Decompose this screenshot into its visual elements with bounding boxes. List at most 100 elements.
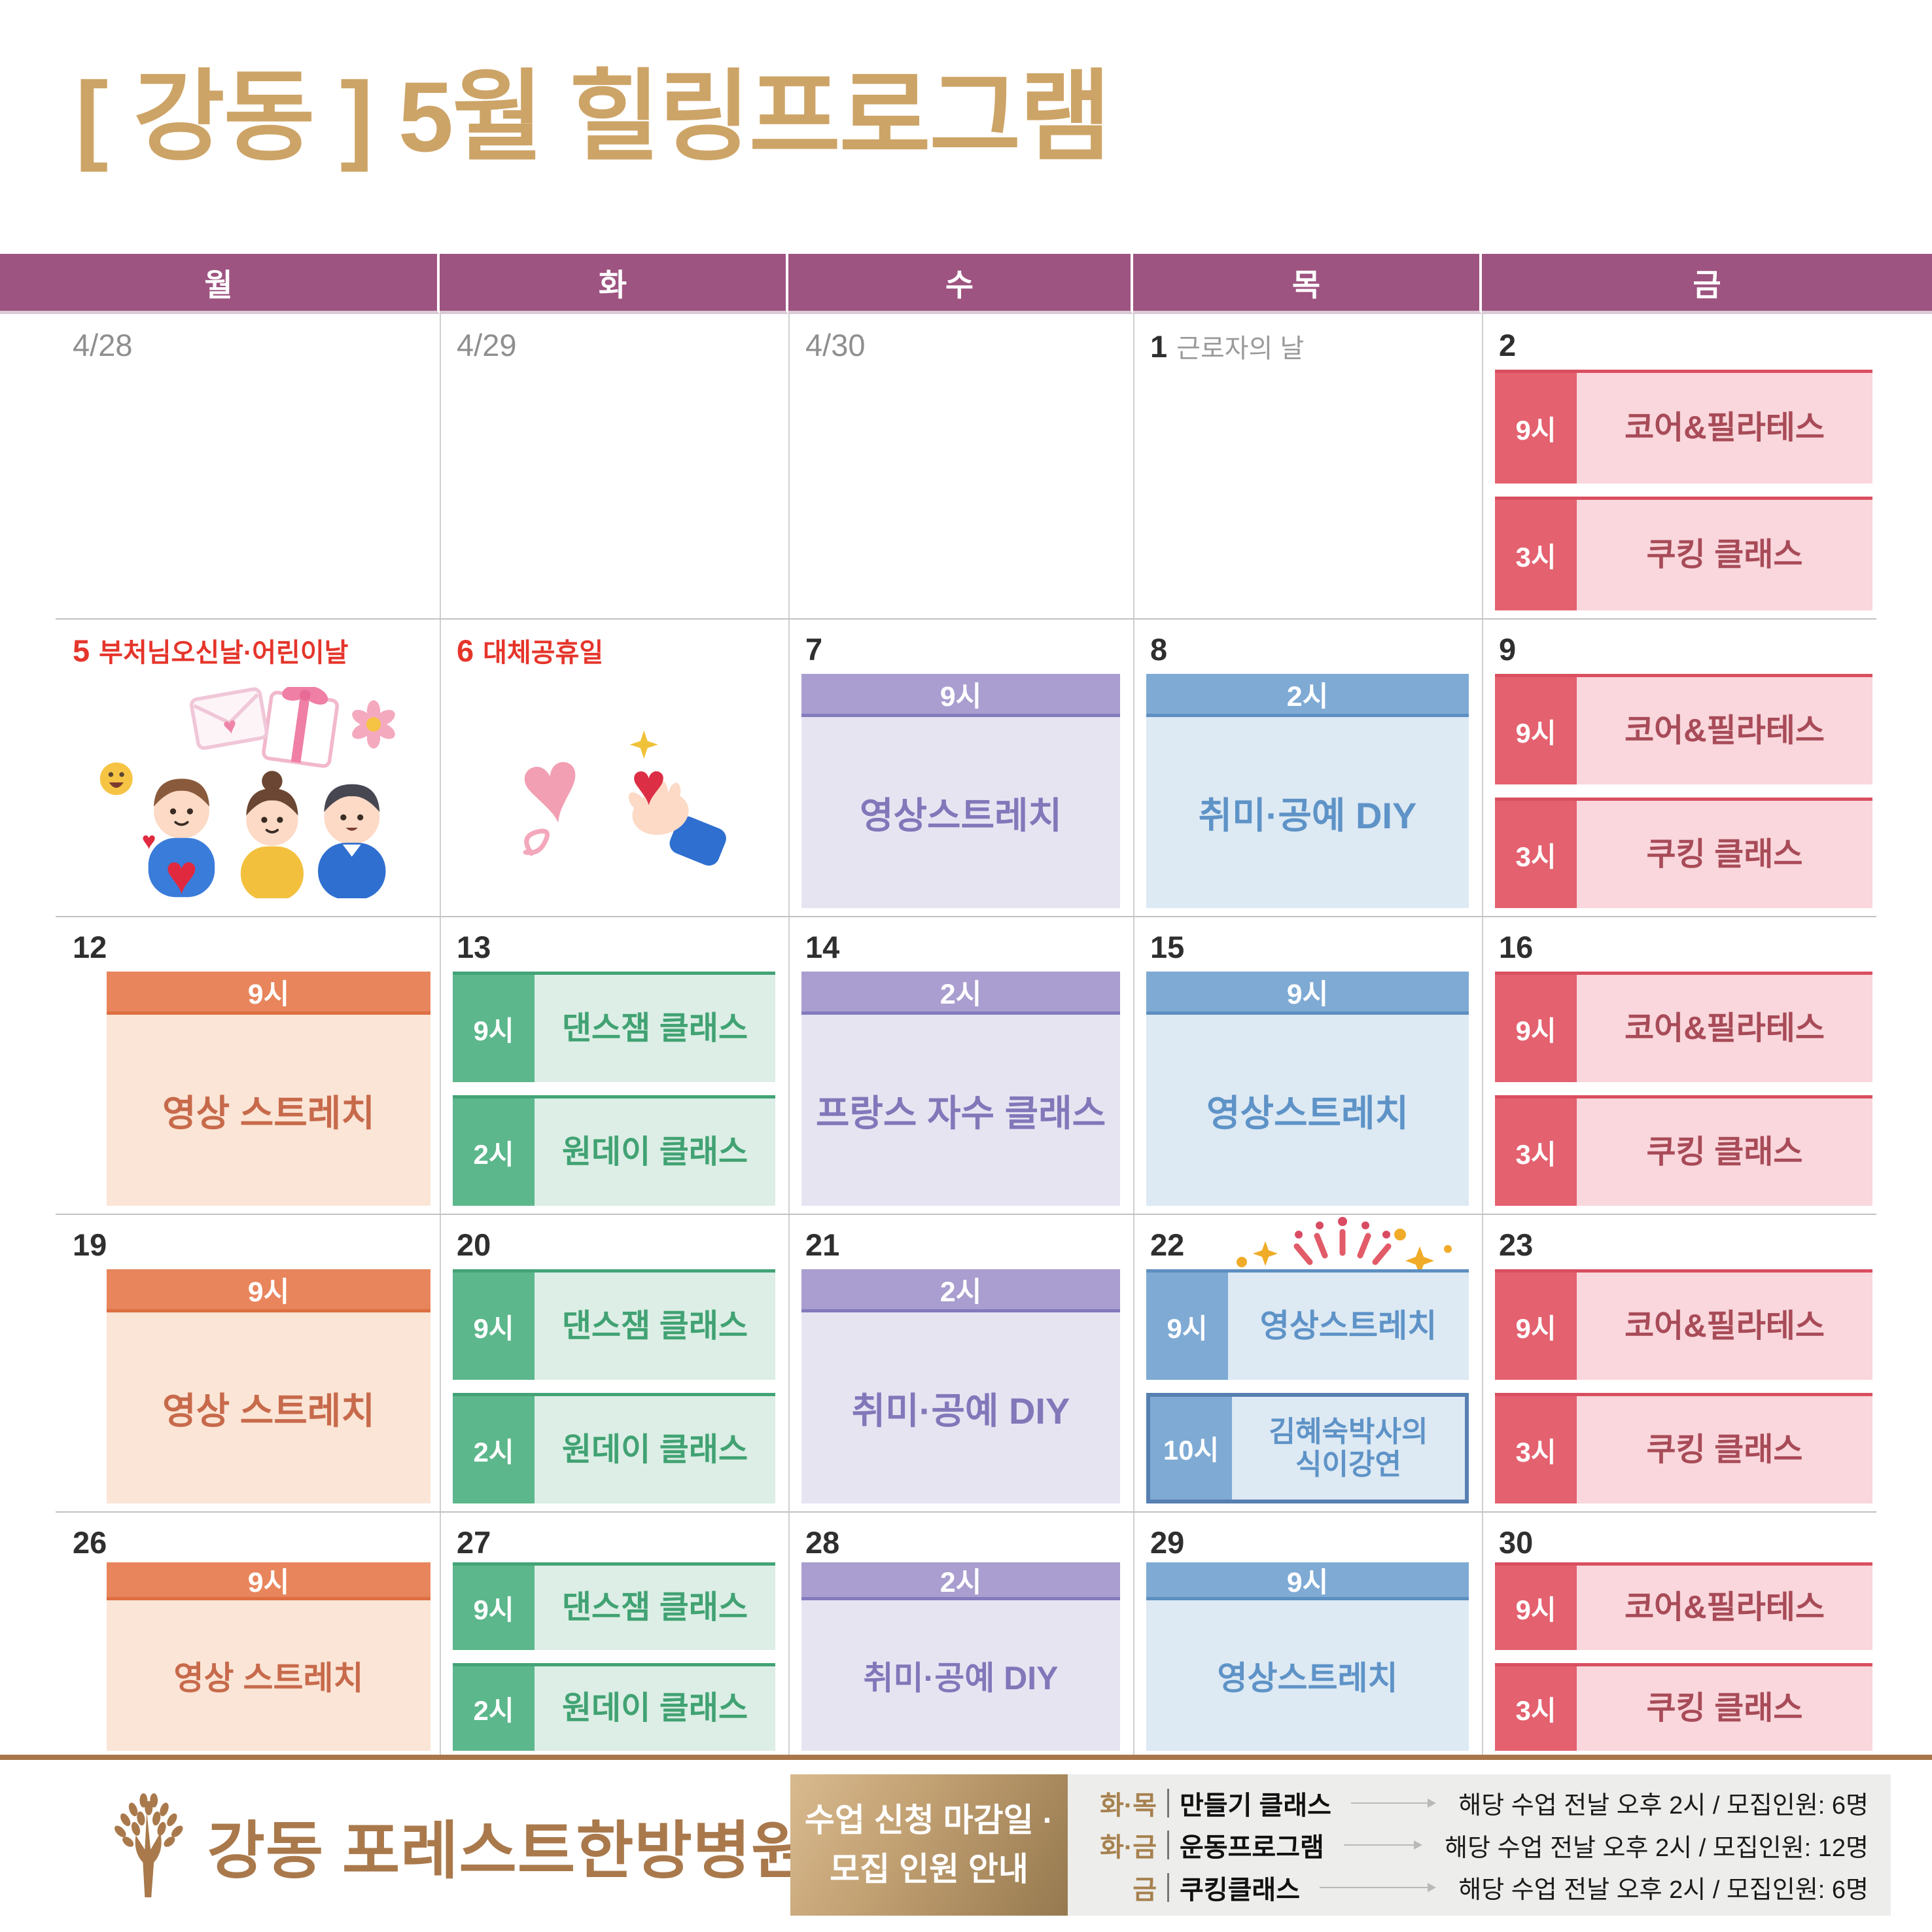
legend-row: 화·목 만들기 클래스 해당 수업 전날 오후 2시 / 모집인원: 6명 (1097, 1784, 1869, 1822)
signup-notice-box: 수업 신청 마감일 · 모집 인원 안내 (790, 1774, 1068, 1916)
event-block: 9시 댄스잼 클래스 (453, 972, 775, 1082)
event-time: 9시 (453, 975, 535, 1082)
date-row: 1 근로자의 날 (1150, 327, 1304, 365)
sparkle-decoration (1231, 1215, 1454, 1278)
event-time: 10시 (1150, 1397, 1232, 1500)
date-number: 16 (1499, 930, 1534, 964)
svg-text:♥: ♥ (631, 752, 666, 818)
event-block: 2시 취미·공예 DIY (1146, 674, 1469, 908)
hospital-name: 강동 포레스트한방병원 (207, 1816, 810, 1886)
calendar-cell-4-28: 4/28 (56, 314, 440, 618)
calendar-cell-13: 13 9시 댄스잼 클래스 2시 원데이 클래스 (440, 916, 788, 1214)
event-label: 영상 스트레치 (107, 1015, 430, 1206)
date-row: 13 (457, 929, 491, 965)
legend-days: 금 (1133, 1875, 1157, 1905)
legend-description: 해당 수업 전날 오후 2시 / 모집인원: 6명 (1458, 1792, 1869, 1819)
legend-row: 화·금 운동프로그램 해당 수업 전날 오후 2시 / 모집인원: 12명 (1097, 1826, 1869, 1864)
calendar-cell-23: 23 9시 코어&필라테스 3시 쿠킹 클래스 (1482, 1214, 1876, 1511)
event-time: 3시 (1495, 1396, 1577, 1503)
date-number: 22 (1150, 1227, 1185, 1262)
event-label: 영상스트레치 (801, 717, 1120, 908)
event-label: 코어&필라테스 (1577, 1273, 1872, 1380)
date-row: 28 (805, 1524, 839, 1560)
event-time: 3시 (1495, 500, 1577, 610)
event-label: 김혜숙박사의 식이강연 (1232, 1397, 1465, 1500)
legend-connector-arrow (1320, 1882, 1437, 1892)
date-row: 27 (457, 1524, 491, 1560)
event-label: 원데이 클래스 (535, 1098, 775, 1206)
calendar-cell-5: 5 부처님오신날·어린이날 ♥ (56, 618, 440, 916)
event-label: 쿠킹 클래스 (1577, 1666, 1872, 1751)
grid-divider (788, 314, 790, 1756)
event-block: 9시 영상스트레치 (801, 674, 1120, 908)
date-number: 26 (73, 1525, 107, 1560)
event-label: 댄스잼 클래스 (535, 975, 775, 1082)
event-time: 9시 (1146, 1273, 1228, 1380)
event-label: 코어&필라테스 (1577, 677, 1872, 784)
date-number: 5 (73, 633, 90, 668)
grid-divider (56, 916, 1876, 917)
heart-hand-illustration: ♥ ♥ (440, 675, 788, 911)
calendar-cell-9: 9 9시 코어&필라테스 3시 쿠킹 클래스 (1482, 618, 1876, 916)
date-number: 14 (805, 930, 840, 964)
date-number: 4/28 (73, 328, 133, 362)
event-time: 3시 (1495, 1666, 1577, 1751)
event-label: 원데이 클래스 (535, 1666, 775, 1751)
event-label: 원데이 클래스 (535, 1396, 775, 1503)
date-number: 19 (73, 1227, 107, 1262)
date-row: 15 (1150, 929, 1184, 965)
event-time: 2시 (1146, 674, 1469, 717)
event-time: 3시 (1495, 801, 1577, 908)
date-row: 14 (805, 929, 839, 965)
calendar-cell-19: 19 9시 영상 스트레치 (56, 1214, 440, 1511)
date-row: 7 (805, 631, 822, 667)
event-time: 2시 (453, 1396, 535, 1503)
event-block: 9시 영상 스트레치 (107, 1269, 430, 1503)
tree-icon (114, 1793, 183, 1898)
calendar-cell-22: 22 9시 영상스트레치 10시 김혜숙박사의 식이강연 (1133, 1214, 1482, 1511)
event-block: 9시 댄스잼 클래스 (453, 1269, 775, 1380)
footer-divider (0, 1755, 1932, 1760)
holiday-name: 부처님오신날·어린이날 (99, 639, 349, 667)
date-row: 4/29 (457, 327, 516, 363)
event-block: 3시 쿠킹 클래스 (1495, 1095, 1872, 1206)
legend-separator (1167, 1831, 1169, 1859)
event-time: 2시 (453, 1666, 535, 1751)
hospital-logo: 강동 포레스트한방병원 (110, 1786, 809, 1904)
event-time: 3시 (1495, 1098, 1577, 1206)
calendar-cell-14: 14 2시 프랑스 자수 클래스 (788, 916, 1133, 1214)
event-label: 코어&필라테스 (1577, 1566, 1872, 1650)
date-number: 4/29 (457, 328, 517, 362)
calendar-cell-7: 7 9시 영상스트레치 (788, 618, 1133, 916)
event-block: 2시 원데이 클래스 (453, 1095, 775, 1206)
holiday-name: 대체공휴일 (483, 639, 604, 667)
date-row: 2 (1499, 327, 1516, 363)
calendar-cell-28: 28 2시 취미·공예 DIY (788, 1511, 1133, 1759)
date-row: 4/28 (73, 327, 132, 363)
event-time: 9시 (453, 1273, 535, 1380)
event-label: 코어&필라테스 (1577, 373, 1872, 483)
event-block: 9시 영상 스트레치 (107, 1562, 430, 1751)
event-time: 9시 (1495, 1273, 1577, 1380)
event-time: 9시 (1146, 972, 1469, 1015)
legend-separator (1167, 1872, 1169, 1902)
calendar-cell-2: 2 9시 코어&필라테스 3시 쿠킹 클래스 (1482, 314, 1876, 618)
date-number: 8 (1150, 632, 1168, 667)
event-time: 2시 (801, 1269, 1120, 1312)
date-number: 29 (1150, 1525, 1185, 1560)
legend-description: 해당 수업 전날 오후 2시 / 모집인원: 6명 (1458, 1876, 1869, 1904)
notice-line: 수업 신청 마감일 · (804, 1802, 1054, 1838)
svg-text:♥: ♥ (141, 827, 156, 854)
event-block: 2시 취미·공예 DIY (801, 1269, 1120, 1503)
event-time: 9시 (1146, 1562, 1469, 1600)
heart-hand-illustration: ♥ ♥ (511, 724, 726, 866)
event-label: 영상 스트레치 (107, 1600, 430, 1751)
event-block: 9시 코어&필라테스 (1495, 1562, 1872, 1650)
calendar-cell-30: 30 9시 코어&필라테스 3시 쿠킹 클래스 (1482, 1511, 1876, 1759)
holiday-name: 근로자의 날 (1176, 334, 1305, 363)
event-time: 2시 (801, 972, 1120, 1015)
event-label: 코어&필라테스 (1577, 975, 1872, 1082)
legend-days: 화·목 (1100, 1791, 1157, 1820)
calendar-cell-1: 1 근로자의 날 (1133, 314, 1482, 618)
